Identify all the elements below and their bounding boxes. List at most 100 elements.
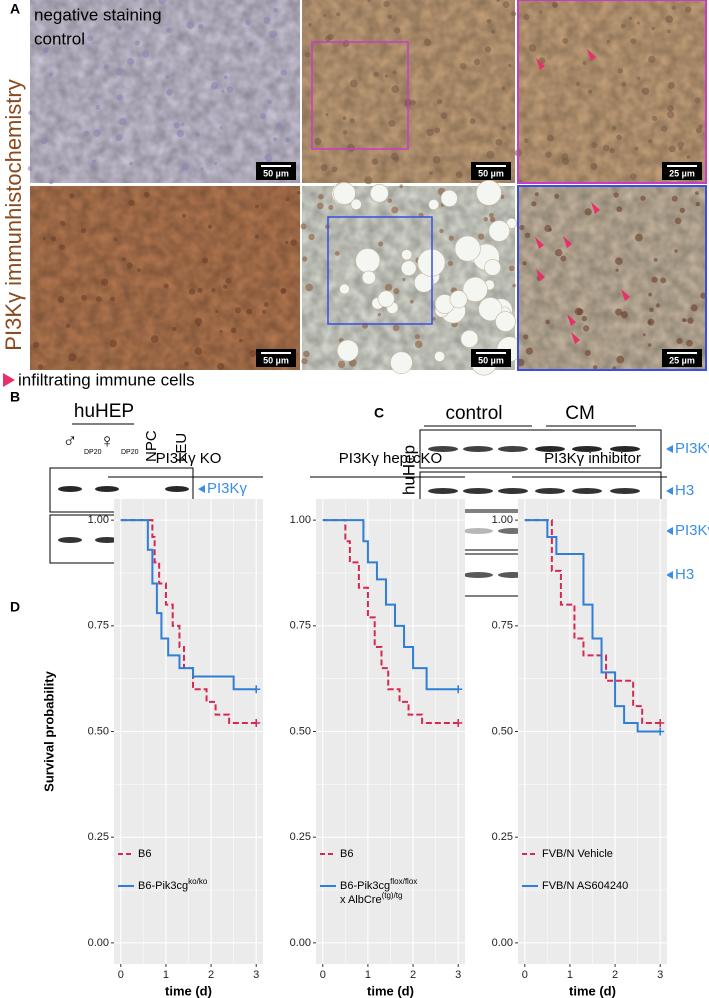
nucleus	[590, 162, 598, 170]
nucleus	[393, 27, 401, 34]
nucleus	[114, 237, 118, 242]
nucleus	[414, 340, 423, 349]
fat-vacuole	[495, 311, 516, 332]
nucleus	[486, 18, 492, 24]
nucleus	[254, 234, 260, 239]
nucleus	[269, 30, 277, 39]
nucleus	[616, 134, 622, 141]
immune-cell-arrow	[536, 58, 545, 70]
nucleus	[92, 159, 97, 164]
nucleus	[384, 74, 389, 78]
x-tick-label: 3	[455, 969, 461, 981]
y-tick-label: 0.50	[290, 725, 311, 737]
nucleus	[648, 292, 653, 297]
nucleus	[641, 87, 650, 95]
nucleus	[230, 327, 237, 334]
nucleus	[528, 44, 537, 52]
nucleus	[336, 12, 341, 17]
nucleus	[186, 21, 194, 30]
nucleus	[80, 227, 87, 234]
nucleus	[342, 116, 347, 120]
nucleus	[95, 105, 101, 110]
band	[58, 537, 82, 543]
nucleus	[439, 228, 444, 234]
nucleus	[647, 318, 655, 326]
nucleus	[225, 277, 232, 284]
nucleus	[239, 338, 243, 343]
label: PI3Kγ	[675, 522, 709, 539]
nucleus	[367, 0, 371, 3]
label: ♂	[63, 430, 78, 452]
nucleus	[115, 68, 123, 76]
nucleus	[392, 70, 397, 75]
fat-vacuole	[400, 260, 417, 276]
nucleus	[337, 360, 346, 368]
label: H3	[675, 482, 694, 499]
survival-curve	[524, 519, 661, 725]
nucleus	[414, 334, 420, 340]
fat-vacuole	[390, 351, 413, 374]
nucleus	[49, 72, 53, 77]
immune-cell-arrow	[571, 332, 580, 344]
immune-cell-arrow	[536, 269, 545, 281]
nucleus	[640, 195, 646, 201]
fat-vacuole	[370, 183, 389, 203]
nucleus	[511, 11, 517, 17]
nucleus	[27, 166, 33, 171]
nucleus	[687, 317, 694, 324]
nucleus	[562, 37, 569, 44]
y-tick-label: 0.75	[492, 620, 513, 632]
nucleus	[135, 40, 141, 46]
band	[535, 446, 565, 452]
nucleus	[314, 137, 322, 145]
nucleus	[137, 268, 141, 272]
nucleus	[202, 257, 209, 264]
nucleus	[448, 235, 454, 241]
nucleus	[581, 315, 588, 322]
y-tick-label: 0.00	[88, 937, 109, 949]
nucleus	[32, 341, 40, 348]
censor-mark	[252, 685, 261, 694]
survival-curve	[120, 519, 257, 725]
nucleus	[126, 262, 133, 269]
nucleus	[296, 191, 301, 195]
nucleus	[197, 323, 201, 327]
nucleus	[630, 38, 637, 45]
fat-vacuole	[428, 199, 440, 211]
nucleus	[334, 251, 340, 256]
label: control	[445, 403, 502, 424]
label: infiltrating immune cells	[18, 370, 195, 389]
nucleus	[695, 191, 699, 195]
x-tick-label: 3	[253, 969, 259, 981]
nucleus	[539, 10, 543, 14]
x-tick-label: 0	[118, 969, 124, 981]
y-tick-label: 0.25	[492, 831, 513, 843]
nucleus	[318, 193, 324, 200]
band	[498, 488, 528, 494]
nucleus	[303, 350, 310, 358]
fat-vacuole	[440, 189, 458, 207]
nucleus	[525, 347, 534, 355]
nucleus	[280, 69, 287, 76]
band	[95, 486, 119, 492]
nucleus	[276, 122, 283, 130]
fat-vacuole	[454, 235, 481, 262]
nucleus	[221, 89, 225, 93]
nucleus	[616, 355, 625, 364]
fat-vacuole	[361, 270, 376, 285]
nucleus	[141, 50, 150, 58]
blot-arrow	[198, 485, 205, 493]
blot-arrow	[666, 445, 673, 453]
nucleus	[393, 288, 400, 295]
nucleus	[495, 138, 503, 146]
y-tick-label: 0.50	[492, 725, 513, 737]
nucleus	[317, 202, 324, 210]
nucleus	[373, 71, 379, 78]
legend-text: flox/flox	[390, 877, 417, 886]
nucleus	[128, 199, 135, 206]
nucleus	[584, 208, 592, 216]
label: PI3Kγ	[207, 480, 248, 497]
nucleus	[649, 307, 654, 313]
nucleus	[459, 62, 467, 70]
